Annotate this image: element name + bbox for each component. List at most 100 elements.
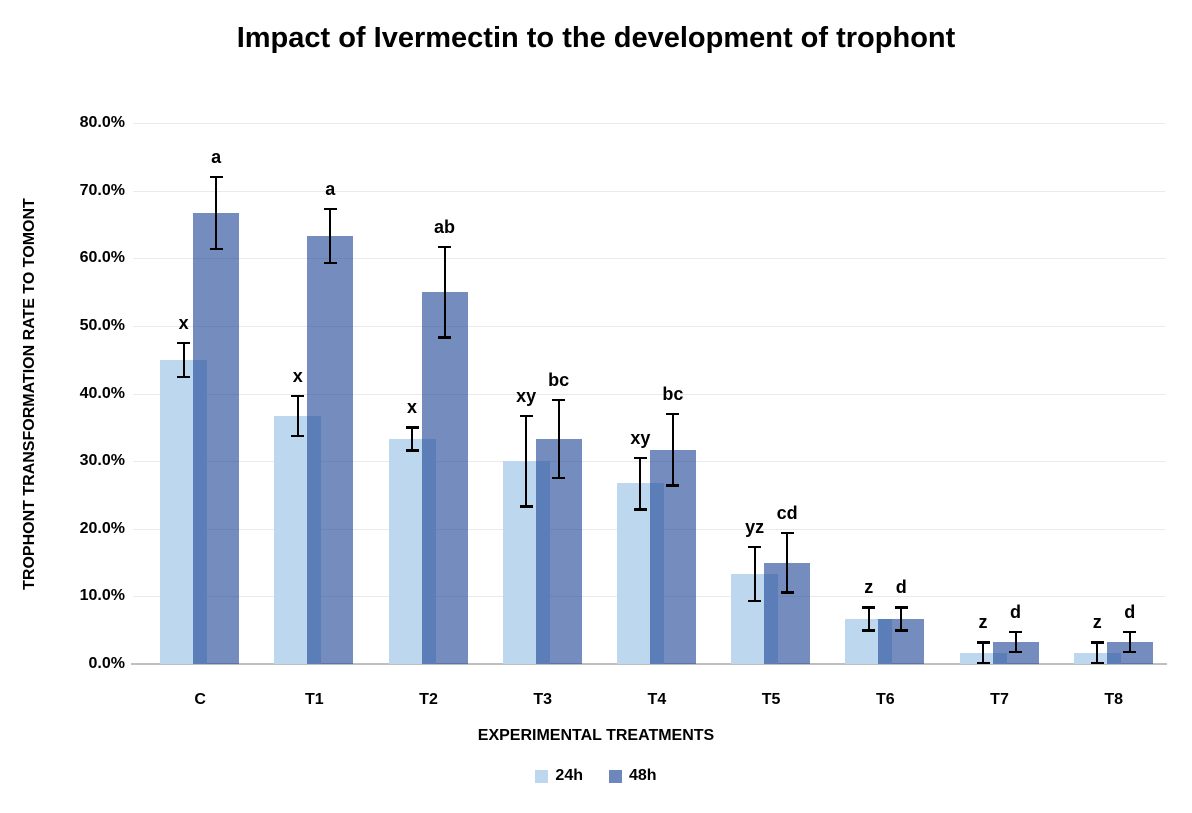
- error-cap-24h-T4-high: [633, 456, 647, 460]
- y-tick-label-70: 70.0%: [79, 181, 125, 199]
- error-bar-48h-T4: [671, 413, 674, 486]
- error-cap-48h-C-low: [209, 247, 223, 251]
- chart-title: Impact of Ivermectin to the development …: [236, 22, 956, 54]
- error-bar-48h-T7: [1014, 631, 1017, 652]
- x-tick-label-C: C: [194, 691, 206, 708]
- y-tick-label-0: 0.0%: [88, 655, 125, 672]
- error-cap-48h-T8-high: [1123, 630, 1137, 633]
- sig-letter-24h-T5: yz: [745, 517, 765, 537]
- gridline-60: [133, 258, 1165, 260]
- error-cap-48h-T7-high: [1009, 630, 1022, 633]
- gridline-80: [133, 123, 1165, 124]
- y-axis-title: TROPHONT TRANSFORMATION RATE TO TOMONT: [21, 198, 38, 590]
- legend-item-48h: 48h: [609, 767, 657, 785]
- legend-swatch-48h-icon: [609, 769, 622, 783]
- error-cap-24h-T8-high: [1090, 641, 1104, 644]
- sig-letter-24h-T3: xy: [516, 385, 537, 406]
- sig-letter-48h-C: a: [211, 147, 222, 168]
- sig-letter-24h-T6: z: [864, 577, 874, 598]
- error-cap-48h-T6-low: [894, 629, 908, 632]
- legend-swatch-24h-icon: [535, 769, 549, 783]
- error-bar-24h-T8: [1096, 642, 1099, 663]
- error-cap-48h-T1-low: [323, 261, 337, 265]
- error-cap-24h-T2-low: [405, 449, 419, 452]
- bar-48h-T2: [421, 292, 468, 664]
- legend: 24h 48h: [0, 767, 1192, 785]
- sig-letter-48h-T1: a: [325, 178, 336, 199]
- x-tick-label-T1: T1: [304, 691, 324, 708]
- gridline-40: [133, 393, 1165, 395]
- y-tick-label-40: 40.0%: [79, 384, 125, 402]
- error-cap-24h-T6-high: [862, 606, 876, 609]
- gridline-70: [133, 190, 1165, 192]
- error-cap-24h-T2-high: [405, 426, 419, 429]
- error-cap-24h-T1-low: [291, 435, 305, 438]
- error-cap-48h-T2-low: [438, 336, 451, 339]
- error-cap-24h-T6-low: [862, 629, 876, 632]
- error-cap-48h-T3-high: [552, 398, 566, 401]
- error-cap-24h-T3-high: [519, 414, 533, 418]
- error-cap-24h-T3-low: [519, 505, 533, 508]
- error-cap-24h-T4-low: [633, 508, 647, 511]
- error-cap-48h-T4-low: [666, 484, 680, 487]
- error-bar-48h-T2: [443, 246, 446, 338]
- y-tick-label-80: 80.0%: [79, 114, 125, 131]
- sig-letter-48h-T5: cd: [776, 502, 798, 523]
- error-bar-48h-T6: [900, 607, 903, 631]
- error-bar-24h-T5: [753, 547, 756, 602]
- legend-label-48h: 48h: [629, 767, 657, 784]
- x-axis-title: EXPERIMENTAL TREATMENTS: [477, 727, 715, 744]
- error-cap-24h-C-high: [177, 341, 191, 345]
- error-bar-24h-T3: [525, 415, 528, 507]
- error-bar-24h-C: [182, 342, 185, 377]
- x-tick-label-T4: T4: [647, 691, 667, 708]
- error-cap-48h-C-high: [209, 176, 223, 179]
- sig-letter-24h-T2: x: [406, 397, 418, 418]
- error-cap-48h-T6-high: [894, 606, 908, 609]
- y-tick-label-10: 10.0%: [79, 587, 125, 605]
- error-bar-24h-T7: [982, 642, 984, 663]
- error-cap-48h-T3-low: [552, 477, 566, 480]
- y-tick-label-30: 30.0%: [79, 452, 125, 470]
- x-tick-label-T6: T6: [875, 691, 895, 708]
- x-tick-label-T5: T5: [761, 691, 781, 708]
- legend-label-24h: 24h: [555, 767, 583, 784]
- error-cap-24h-T1-high: [291, 394, 305, 397]
- error-cap-24h-T5-high: [748, 546, 762, 549]
- error-cap-48h-T5-high: [780, 531, 794, 535]
- error-bar-48h-T5: [786, 532, 789, 593]
- sig-letter-24h-C: x: [178, 312, 189, 333]
- error-cap-24h-T8-low: [1090, 661, 1104, 665]
- error-bar-48h-T8: [1128, 631, 1131, 652]
- error-bar-24h-T6: [867, 607, 870, 631]
- plot-area: 0.0% 10.0% 20.0% 30.0% 40.0% 50.0% 60.0% 70.0% 8…: [80, 114, 1167, 708]
- sig-letter-48h-T3: bc: [548, 369, 570, 390]
- error-cap-24h-T5-low: [748, 600, 762, 603]
- sig-letter-48h-T6: d: [895, 577, 907, 598]
- error-cap-48h-T4-high: [666, 412, 680, 416]
- sig-letter-24h-T4: xy: [630, 427, 651, 448]
- error-cap-24h-T7-low: [976, 661, 990, 665]
- sig-letter-48h-T4: bc: [662, 383, 684, 404]
- error-cap-24h-C-low: [177, 375, 191, 378]
- error-cap-48h-T5-low: [780, 591, 794, 594]
- bar-48h-T1: [307, 235, 354, 664]
- error-cap-48h-T8-low: [1123, 650, 1137, 654]
- y-tick-label-20: 20.0%: [79, 519, 125, 537]
- sig-letter-48h-T2: ab: [433, 216, 456, 237]
- error-bar-48h-T1: [329, 208, 332, 263]
- sig-letter-48h-T8: d: [1124, 601, 1136, 622]
- sig-letter-48h-T7: d: [1010, 601, 1021, 622]
- error-cap-48h-T7-low: [1009, 650, 1022, 654]
- sig-letter-24h-T8: z: [1092, 612, 1102, 633]
- x-tick-label-T7: T7: [990, 691, 1009, 708]
- sig-letter-24h-T1: x: [292, 365, 303, 386]
- error-bar-24h-T1: [296, 395, 299, 437]
- x-tick-label-T3: T3: [533, 691, 553, 708]
- error-cap-24h-T7-high: [976, 641, 990, 644]
- error-bar-24h-T4: [639, 457, 642, 510]
- error-cap-48h-T2-high: [438, 245, 451, 249]
- y-tick-label-60: 60.0%: [79, 249, 125, 267]
- gridline-30: [133, 461, 1165, 463]
